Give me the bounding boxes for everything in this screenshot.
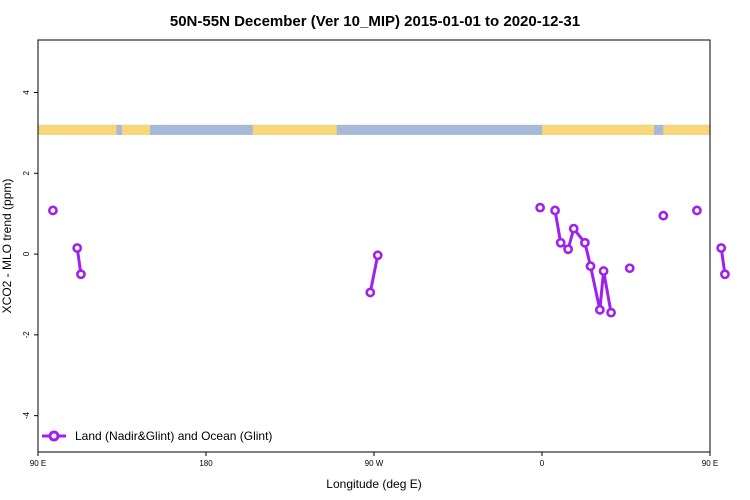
data-point	[48, 205, 58, 216]
data-point	[568, 223, 579, 234]
data-point	[594, 304, 605, 315]
data-point	[658, 210, 669, 221]
data-point	[606, 307, 616, 318]
data-point	[372, 250, 383, 261]
data-point	[555, 237, 566, 248]
map-land	[252, 124, 337, 135]
data-point	[580, 237, 590, 248]
plot-frame	[37, 39, 711, 453]
map-land	[542, 124, 654, 135]
x-axis-label: Longitude (deg E)	[326, 477, 421, 491]
data-point	[72, 243, 83, 253]
x-tick-label: 90 E	[702, 459, 718, 468]
data-point	[716, 243, 727, 253]
data-point	[76, 269, 86, 280]
series-layer	[48, 202, 730, 318]
y-tick-label: 2	[22, 171, 31, 176]
series-line	[553, 210, 613, 313]
map-ocean	[38, 124, 710, 135]
series-line	[368, 254, 380, 293]
x-tick-label: 180	[199, 459, 213, 468]
x-tick-label: 0	[540, 459, 545, 468]
data-point	[692, 205, 702, 216]
legend-marker	[48, 430, 60, 442]
y-axis-label: XCO2 - MLO trend (ppm)	[0, 179, 14, 314]
y-tick-label: -4	[22, 412, 31, 420]
map-land	[38, 124, 117, 135]
y-tick-label: -2	[22, 331, 31, 339]
x-tick-label: 90 E	[30, 459, 46, 468]
map-land	[663, 124, 710, 135]
data-point	[598, 266, 609, 276]
map-land	[122, 124, 150, 135]
data-point	[365, 287, 376, 298]
y-axis: -4 -2 0 2 4	[22, 90, 38, 419]
data-point	[720, 269, 730, 280]
y-tick-label: 4	[22, 90, 31, 95]
x-axis: 90 E 180 90 W 0 90 E	[30, 452, 718, 468]
data-point	[535, 202, 546, 213]
y-tick-label: 0	[22, 251, 31, 256]
legend-label: Land (Nadir&Glint) and Ocean (Glint)	[75, 429, 272, 443]
data-point	[550, 205, 560, 216]
legend: Land (Nadir&Glint) and Ocean (Glint)	[42, 429, 272, 443]
x-tick-label: 90 W	[365, 459, 384, 468]
chart-title: 50N-55N December (Ver 10_MIP) 2015-01-01…	[170, 13, 580, 30]
data-point	[563, 244, 574, 255]
data-point	[624, 263, 635, 274]
data-point	[585, 261, 596, 272]
map-strip	[38, 124, 710, 135]
